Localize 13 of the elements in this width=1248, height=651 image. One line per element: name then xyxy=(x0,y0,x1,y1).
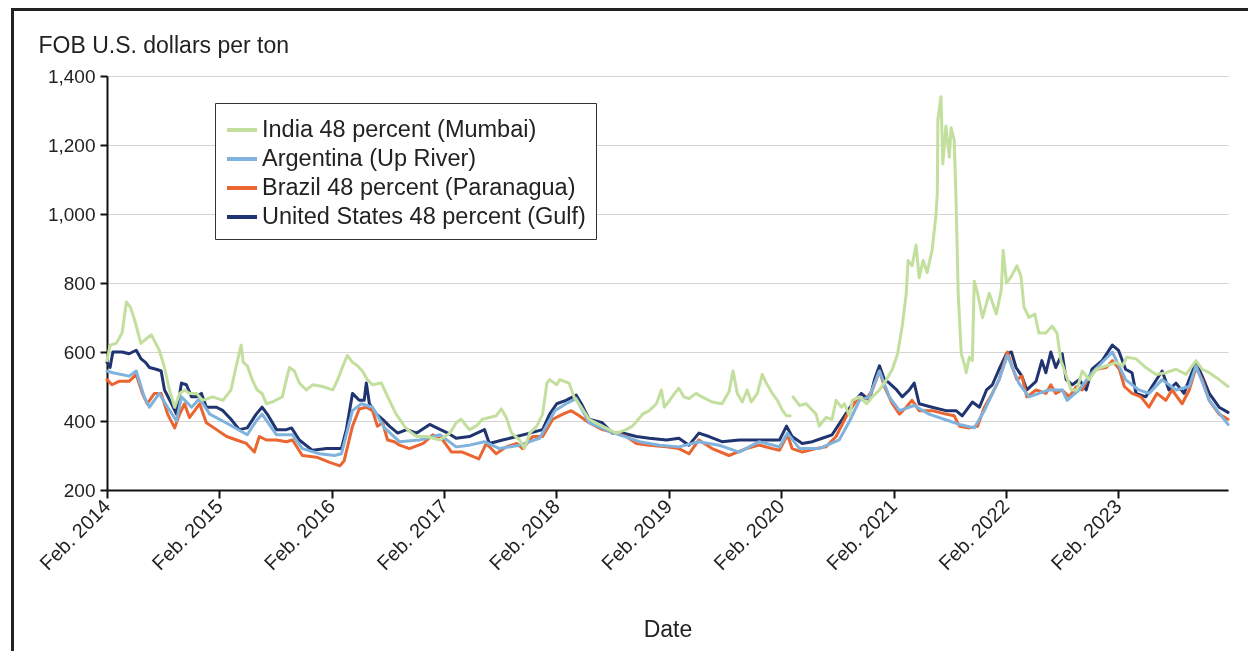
y-tick-label: 1,200 xyxy=(47,134,96,156)
y-axis-title: FOB U.S. dollars per ton xyxy=(38,31,290,58)
y-tick-label: 400 xyxy=(63,410,96,432)
x-axis-title: Date xyxy=(643,615,693,642)
legend-label: India 48 percent (Mumbai) xyxy=(262,116,537,142)
y-tick-label: 200 xyxy=(63,479,96,501)
legend-label: Argentina (Up River) xyxy=(262,145,477,171)
y-tick-label: 800 xyxy=(63,272,96,294)
y-tick-label: 1,000 xyxy=(47,203,96,225)
y-tick-label: 1,400 xyxy=(47,65,96,87)
legend-label: United States 48 percent (Gulf) xyxy=(262,203,586,229)
y-tick-label: 600 xyxy=(63,341,96,363)
legend-label: Brazil 48 percent (Paranagua) xyxy=(262,174,576,200)
